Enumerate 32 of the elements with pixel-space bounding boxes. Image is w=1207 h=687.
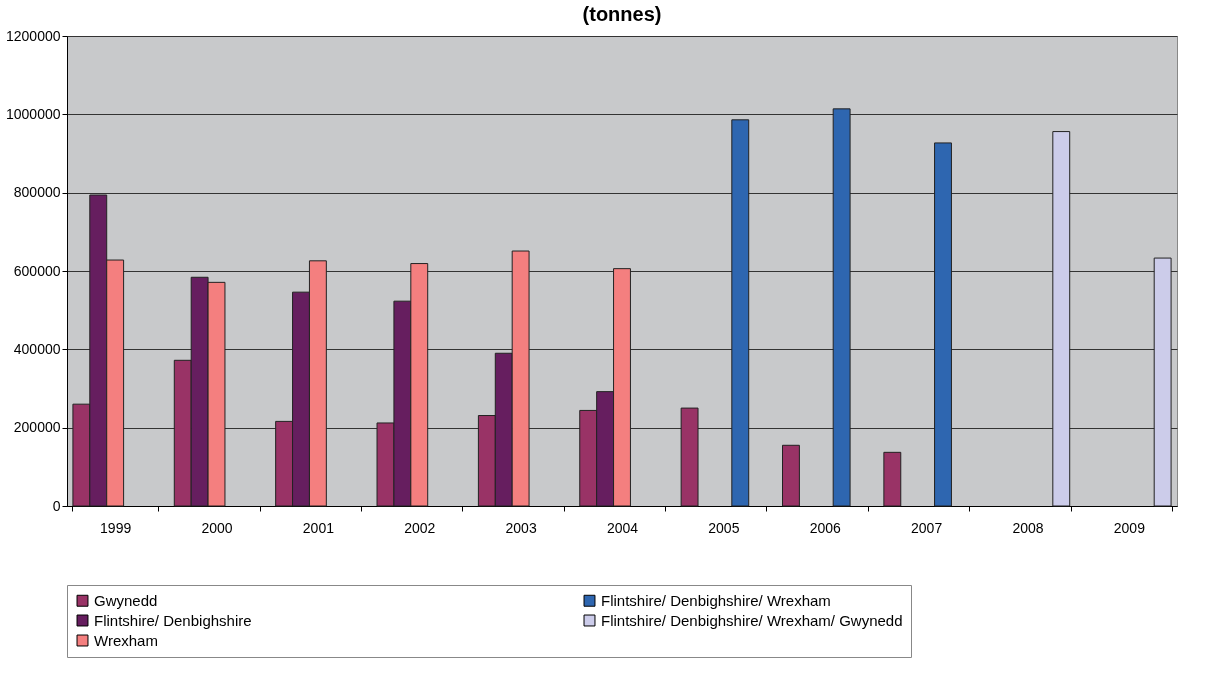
bar xyxy=(832,108,851,507)
y-tick-label: 600000 xyxy=(13,262,61,279)
y-tick-label: 400000 xyxy=(13,340,61,357)
bar xyxy=(1052,131,1071,507)
chart-title: (tonnes) xyxy=(582,3,662,25)
y-tick-label: 1200000 xyxy=(5,27,61,44)
y-tick-label: 800000 xyxy=(13,184,61,201)
legend-label: Wrexham xyxy=(94,631,158,649)
legend-label: Flintshire/ Denbighshire/ Wrexham xyxy=(601,591,831,609)
legend-label: Flintshire/ Denbighshire xyxy=(94,611,252,629)
x-tick-label: 2009 xyxy=(1113,519,1146,536)
bar xyxy=(680,407,699,507)
x-tick-label: 2006 xyxy=(809,519,842,536)
x-tick-label: 1999 xyxy=(100,519,132,536)
y-tick-label: 1000000 xyxy=(5,105,61,122)
x-tick-label: 2001 xyxy=(302,519,335,536)
y-tick-label: 200000 xyxy=(13,419,61,436)
x-tick-label: 2000 xyxy=(201,519,233,536)
bar xyxy=(731,119,750,507)
bar xyxy=(1153,257,1172,507)
legend-label: Flintshire/ Denbighshire/ Wrexham/ Gwynedd xyxy=(601,611,903,629)
bar xyxy=(883,451,902,507)
x-tick-label: 2008 xyxy=(1012,519,1044,536)
x-tick-label: 2002 xyxy=(404,519,436,536)
legend-label: Gwynedd xyxy=(94,591,158,609)
x-tick-label: 2003 xyxy=(505,519,537,536)
x-tick-label: 2007 xyxy=(911,519,943,536)
x-tick-label: 2004 xyxy=(606,519,639,536)
y-tick-label: 0 xyxy=(52,497,61,514)
bar xyxy=(782,444,800,507)
x-tick-label: 2005 xyxy=(708,519,740,536)
bar xyxy=(934,142,952,507)
